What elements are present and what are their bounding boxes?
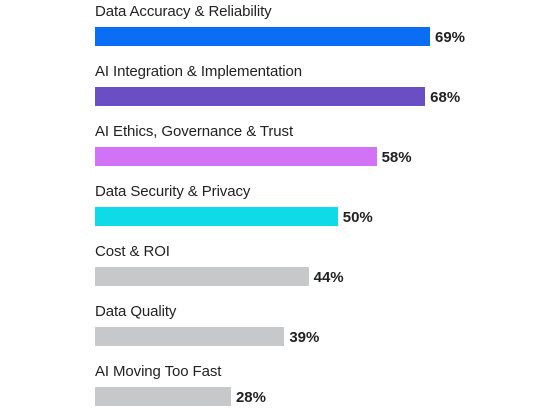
bar bbox=[95, 387, 231, 406]
category-label: AI Ethics, Governance & Trust bbox=[95, 123, 294, 140]
value-label: 44% bbox=[313, 269, 344, 286]
category-label: AI Integration & Implementation bbox=[95, 63, 303, 80]
bar bbox=[95, 87, 426, 106]
bar bbox=[95, 267, 309, 286]
category-label: Data Security & Privacy bbox=[95, 183, 251, 200]
bar bbox=[95, 147, 377, 166]
category-label: Data Accuracy & Reliability bbox=[95, 3, 272, 20]
value-label: 28% bbox=[235, 389, 266, 406]
category-label: Cost & ROI bbox=[95, 243, 170, 260]
value-label: 39% bbox=[289, 329, 320, 346]
category-label: AI Moving Too Fast bbox=[95, 363, 222, 380]
value-label: 50% bbox=[342, 209, 373, 226]
value-label: 58% bbox=[381, 149, 412, 166]
bar bbox=[95, 207, 338, 226]
category-label: Data Quality bbox=[95, 303, 177, 320]
bar bbox=[95, 327, 285, 346]
bar bbox=[95, 27, 430, 46]
value-label: 68% bbox=[430, 89, 461, 106]
value-label: 69% bbox=[435, 29, 466, 46]
